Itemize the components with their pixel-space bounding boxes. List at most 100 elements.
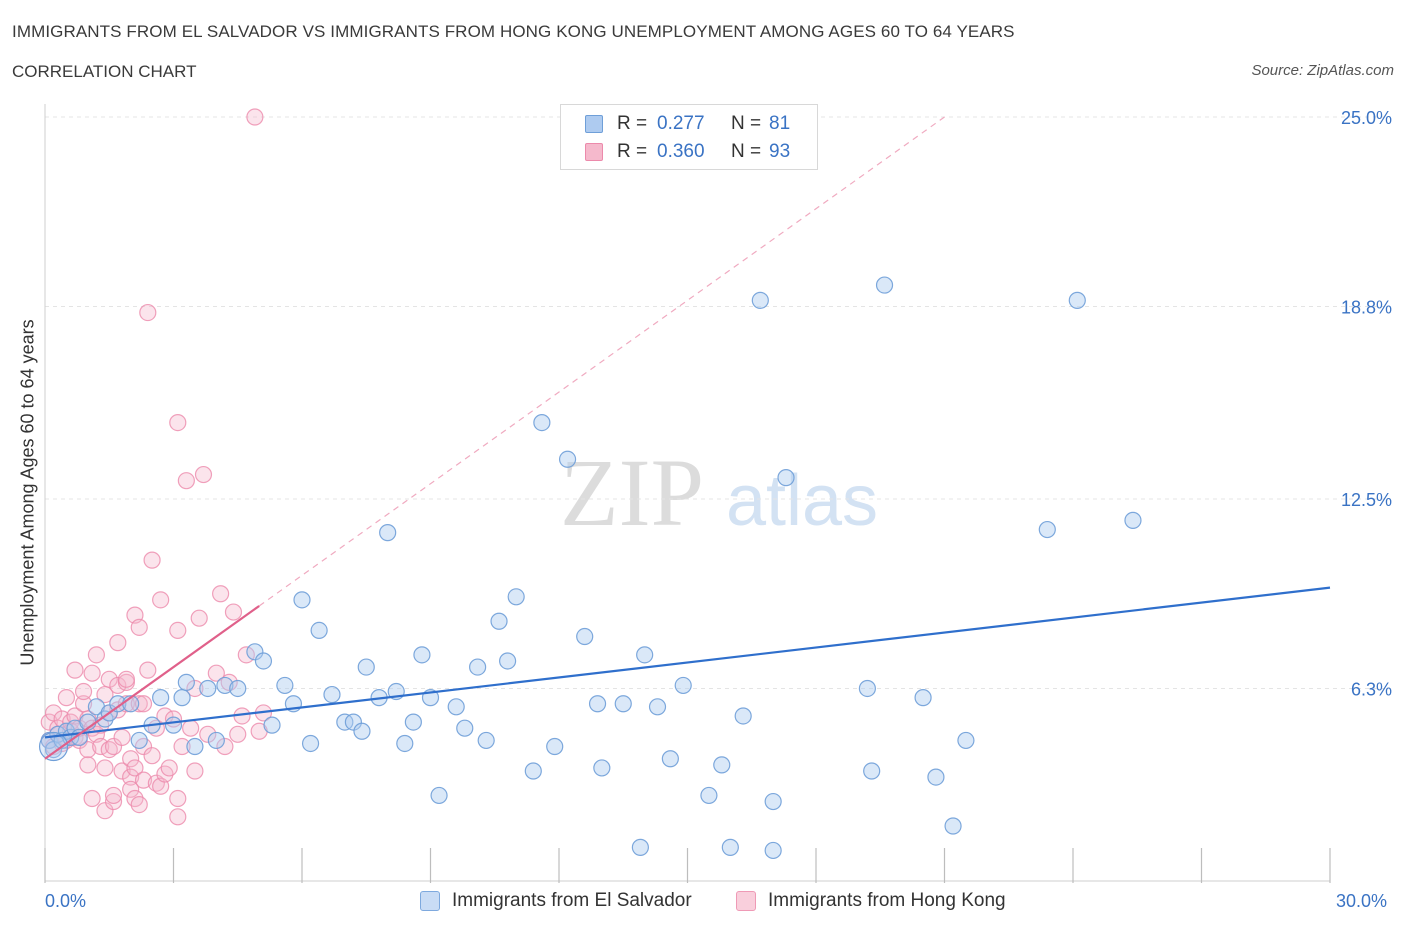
point-el-salvador: [875, 276, 894, 294]
point-hong-kong: [186, 679, 204, 698]
point-el-salvador: [507, 588, 525, 606]
point-hong-kong: [104, 737, 123, 756]
y-tick-label: 12.5%: [1341, 490, 1392, 510]
point-hong-kong: [83, 664, 101, 682]
trend-line-el-salvador: [44, 586, 1331, 739]
point-hong-kong: [224, 603, 243, 621]
point-el-salvador: [353, 722, 371, 740]
point-el-salvador: [1124, 511, 1142, 529]
legend-item-el-salvador: Immigrants from El Salvador: [420, 890, 692, 912]
y-axis-label: Unemployment Among Ages 60 to 64 years: [17, 319, 38, 666]
source-credit: Source: ZipAtlas.com: [1251, 62, 1394, 79]
legend-n-label: N =: [731, 141, 762, 162]
point-hong-kong: [113, 728, 131, 746]
point-el-salvador-cluster: [38, 731, 69, 762]
point-hong-kong: [169, 621, 187, 640]
point-hong-kong: [182, 719, 200, 737]
points-hong-kong: [40, 108, 273, 826]
point-el-salvador: [721, 838, 739, 856]
point-el-salvador: [396, 734, 414, 753]
trend-line-hong-kong-extended: [258, 116, 945, 607]
legend-n-value: 81: [769, 113, 791, 134]
point-el-salvador: [524, 762, 542, 780]
point-hong-kong: [134, 771, 153, 789]
point-el-salvador: [293, 591, 311, 609]
point-el-salvador: [576, 627, 594, 646]
point-el-salvador: [631, 838, 649, 856]
legend-swatch-pink: [585, 143, 603, 161]
point-hong-kong: [207, 664, 225, 682]
axes: [44, 104, 1331, 883]
point-el-salvador: [447, 698, 465, 716]
series-legend: Immigrants from El Salvador Immigrants f…: [0, 890, 1406, 916]
point-hong-kong: [126, 759, 144, 777]
point-el-salvador: [477, 731, 495, 750]
point-el-salvador: [301, 734, 320, 753]
point-el-salvador: [186, 737, 204, 756]
point-el-salvador: [254, 652, 273, 670]
point-el-salvador: [533, 414, 551, 432]
legend-swatch-blue: [585, 115, 603, 133]
point-hong-kong: [212, 585, 230, 603]
point-el-salvador: [546, 737, 564, 756]
point-el-salvador: [246, 643, 264, 661]
point-el-salvador: [636, 646, 654, 664]
point-hong-kong: [139, 303, 157, 322]
point-el-salvador: [216, 676, 234, 695]
point-hong-kong: [139, 661, 157, 679]
y-tick-label: 18.8%: [1341, 297, 1392, 317]
point-el-salvador: [344, 713, 362, 731]
point-hong-kong: [96, 802, 114, 820]
legend-swatch-blue: [420, 891, 440, 911]
point-hong-kong: [122, 768, 140, 786]
zipatlas-watermark: ZIP atlas: [560, 439, 878, 546]
point-hong-kong: [100, 670, 118, 688]
point-el-salvador: [173, 689, 191, 707]
point-hong-kong: [122, 750, 140, 768]
point-el-salvador: [751, 291, 769, 309]
point-hong-kong: [83, 789, 101, 808]
trend-line-hong-kong: [44, 605, 260, 760]
x-tick-label-min: 0.0%: [45, 891, 87, 911]
point-el-salvador: [199, 679, 217, 698]
point-hong-kong: [186, 762, 204, 780]
point-hong-kong: [143, 551, 161, 569]
point-el-salvador: [863, 762, 881, 780]
legend-label-el-salvador: Immigrants from El Salvador: [452, 890, 692, 911]
point-el-salvador: [700, 786, 718, 805]
point-hong-kong: [199, 725, 217, 743]
point-hong-kong: [216, 737, 234, 756]
point-el-salvador: [674, 676, 692, 695]
point-hong-kong: [169, 789, 187, 808]
point-hong-kong: [143, 747, 161, 765]
point-hong-kong: [79, 756, 97, 774]
point-hong-kong: [134, 695, 153, 713]
point-el-salvador: [404, 713, 422, 731]
legend-swatch-pink: [736, 891, 756, 911]
legend-r-value: 0.277: [657, 113, 705, 134]
point-el-salvador: [490, 612, 508, 630]
legend-r-value: 0.360: [657, 141, 705, 162]
point-hong-kong: [113, 762, 131, 780]
point-hong-kong: [169, 414, 187, 432]
point-hong-kong: [104, 786, 123, 805]
point-hong-kong: [104, 792, 123, 811]
point-el-salvador: [713, 756, 731, 774]
legend-label-hong-kong: Immigrants from Hong Kong: [768, 890, 1006, 911]
gridlines: [45, 116, 1390, 689]
point-el-salvador: [152, 689, 170, 707]
point-el-salvador: [648, 698, 667, 716]
point-hong-kong: [169, 808, 187, 826]
point-el-salvador: [130, 731, 148, 750]
point-el-salvador: [263, 716, 281, 734]
point-hong-kong: [160, 759, 178, 777]
legend-item-hong-kong: Immigrants from Hong Kong: [736, 890, 1006, 912]
point-el-salvador: [413, 646, 431, 664]
x-tick-label-max: 30.0%: [1336, 891, 1388, 911]
legend-n-label: N =: [731, 113, 762, 134]
point-el-salvador: [593, 759, 611, 777]
point-hong-kong: [177, 472, 195, 490]
point-el-salvador: [229, 679, 247, 698]
y-tick-labels: 6.3% 12.5% 18.8% 25.0%: [1341, 108, 1392, 699]
point-el-salvador: [109, 695, 127, 713]
